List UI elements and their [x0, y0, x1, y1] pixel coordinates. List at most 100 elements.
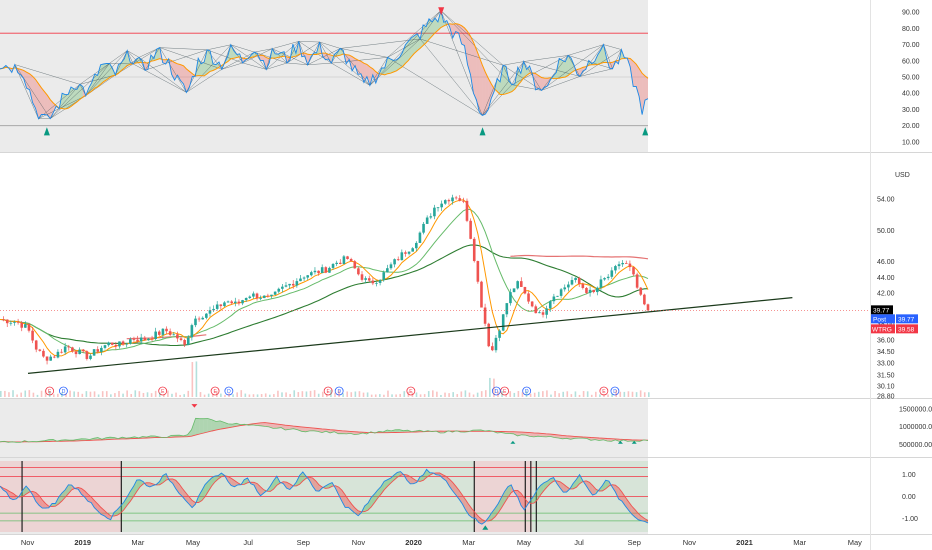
- candle-body[interactable]: [306, 275, 310, 278]
- candle-body[interactable]: [186, 337, 190, 345]
- candle-body[interactable]: [324, 267, 328, 273]
- candle-body[interactable]: [364, 278, 367, 280]
- candle-body[interactable]: [624, 262, 628, 264]
- candle-body[interactable]: [107, 342, 110, 346]
- candle-body[interactable]: [447, 200, 451, 202]
- candle-body[interactable]: [85, 351, 89, 359]
- candle-body[interactable]: [176, 334, 179, 339]
- candle-body[interactable]: [335, 262, 338, 265]
- candle-body[interactable]: [223, 302, 226, 307]
- earnings-badge[interactable]: [406, 386, 416, 396]
- candle-body[interactable]: [63, 346, 67, 353]
- candle-body[interactable]: [483, 307, 487, 324]
- candle-body[interactable]: [299, 278, 302, 282]
- candle-body[interactable]: [512, 288, 516, 293]
- candle-body[interactable]: [136, 339, 139, 342]
- dividend-badge[interactable]: [59, 386, 68, 396]
- candle-body[interactable]: [530, 301, 534, 307]
- candle-body[interactable]: [129, 339, 132, 344]
- candle-body[interactable]: [523, 286, 527, 294]
- candle-body[interactable]: [375, 282, 378, 284]
- candle-body[interactable]: [67, 346, 71, 348]
- candle-body[interactable]: [541, 312, 545, 315]
- candle-body[interactable]: [610, 270, 614, 277]
- candle-body[interactable]: [71, 347, 74, 352]
- candle-body[interactable]: [443, 200, 447, 204]
- candle-body[interactable]: [9, 322, 13, 324]
- candle-body[interactable]: [465, 200, 469, 221]
- candle-body[interactable]: [480, 281, 483, 308]
- earnings-badge[interactable]: [210, 386, 220, 396]
- dividend-badge[interactable]: [491, 386, 501, 396]
- candle-body[interactable]: [78, 349, 81, 355]
- candle-body[interactable]: [190, 325, 194, 338]
- candle-body[interactable]: [20, 322, 24, 328]
- candle-body[interactable]: [284, 285, 288, 287]
- candle-body[interactable]: [592, 289, 595, 293]
- candle-body[interactable]: [353, 261, 357, 269]
- candle-body[interactable]: [581, 283, 585, 288]
- candle-body[interactable]: [179, 338, 183, 340]
- candle-body[interactable]: [230, 301, 233, 304]
- candle-body[interactable]: [234, 301, 237, 304]
- time-axis[interactable]: Nov 2019 Mar May Jul Sep Nov 2020 Mar May Jul Sep No…: [21, 538, 862, 547]
- candle-body[interactable]: [331, 264, 335, 268]
- candle-body[interactable]: [548, 301, 552, 309]
- candle-body[interactable]: [248, 296, 252, 298]
- candle-body[interactable]: [114, 344, 118, 347]
- candle-body[interactable]: [440, 203, 443, 208]
- candle-body[interactable]: [328, 267, 331, 273]
- candle-body[interactable]: [559, 289, 563, 296]
- candle-body[interactable]: [534, 306, 538, 314]
- candle-body[interactable]: [342, 256, 346, 264]
- candle-body[interactable]: [400, 252, 404, 261]
- candle-body[interactable]: [252, 293, 255, 297]
- candle-body[interactable]: [538, 312, 541, 314]
- dividend-badge[interactable]: [334, 386, 344, 396]
- candle-body[interactable]: [143, 337, 147, 341]
- candle-body[interactable]: [643, 294, 646, 305]
- candle-body[interactable]: [396, 259, 400, 261]
- candle-body[interactable]: [295, 281, 299, 286]
- candle-body[interactable]: [118, 341, 121, 347]
- candle-body[interactable]: [205, 313, 208, 318]
- candle-body[interactable]: [281, 286, 284, 289]
- candle-body[interactable]: [338, 262, 342, 264]
- candle-body[interactable]: [393, 259, 396, 265]
- candle-body[interactable]: [110, 342, 114, 345]
- candle-body[interactable]: [266, 295, 270, 297]
- candle-body[interactable]: [494, 337, 498, 351]
- candle-body[interactable]: [415, 242, 418, 249]
- candle-body[interactable]: [38, 349, 42, 351]
- candle-body[interactable]: [527, 293, 530, 302]
- candle-body[interactable]: [201, 317, 205, 320]
- candle-body[interactable]: [24, 324, 27, 328]
- candle-body[interactable]: [147, 338, 150, 341]
- candle-body[interactable]: [407, 251, 411, 254]
- candle-body[interactable]: [317, 270, 320, 274]
- candle-body[interactable]: [552, 296, 556, 302]
- candle-body[interactable]: [165, 328, 168, 332]
- candle-body[interactable]: [132, 339, 136, 340]
- candle-body[interactable]: [509, 292, 512, 304]
- candle-body[interactable]: [237, 301, 241, 304]
- candle-body[interactable]: [183, 339, 186, 345]
- candle-body[interactable]: [53, 356, 56, 358]
- candle-body[interactable]: [563, 287, 567, 290]
- candle-body[interactable]: [349, 259, 353, 262]
- trendline[interactable]: [27, 297, 793, 374]
- candle-body[interactable]: [139, 337, 143, 342]
- candle-body[interactable]: [519, 281, 523, 287]
- candle-body[interactable]: [45, 356, 49, 361]
- candle-body[interactable]: [262, 295, 266, 299]
- candle-body[interactable]: [5, 319, 9, 324]
- candle-body[interactable]: [617, 264, 621, 267]
- candle-body[interactable]: [451, 197, 454, 202]
- candle-body[interactable]: [599, 279, 603, 288]
- candle-body[interactable]: [226, 301, 230, 303]
- candle-body[interactable]: [577, 277, 581, 284]
- dividend-badge[interactable]: [522, 386, 532, 396]
- candle-body[interactable]: [462, 200, 465, 202]
- candle-body[interactable]: [603, 278, 606, 280]
